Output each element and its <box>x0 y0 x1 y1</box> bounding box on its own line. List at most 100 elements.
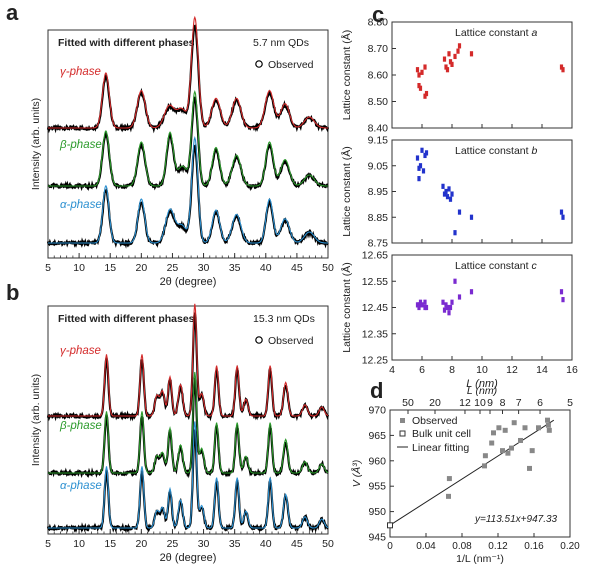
lattice-point-b <box>469 214 474 220</box>
y-tick-label: 945 <box>368 532 386 544</box>
legend-bulk-marker <box>399 430 406 437</box>
y-tick-label: 9.05 <box>368 160 389 172</box>
observed-point <box>511 420 517 426</box>
top-tick-label: 20 <box>429 397 441 409</box>
x-axis-label: L (nm) <box>466 378 498 390</box>
y-tick-label: 12.35 <box>362 328 388 340</box>
x-tick-label: 0 <box>387 541 393 552</box>
legend-fit-label: Linear fitting <box>412 442 469 454</box>
observed-point <box>482 463 487 469</box>
lattice-point-a <box>456 48 460 54</box>
observed-point <box>545 417 550 423</box>
lattice-point-c <box>420 302 424 308</box>
lattice-label-b: Lattice constant b <box>455 145 537 157</box>
y-axis-label: Intensity (arb. units) <box>30 374 42 466</box>
x-tick-label: 45 <box>291 262 303 274</box>
x-tick-label: 16 <box>566 364 578 376</box>
x-tick-label: 30 <box>198 538 210 550</box>
x-axis-label: 1/L (nm⁻¹) <box>456 553 504 565</box>
y-axis-label: Intensity (arb. units) <box>30 98 42 190</box>
phase-label-gamma: γ-phase <box>60 345 101 357</box>
observed-point <box>502 427 508 433</box>
lattice-point-b <box>444 188 448 195</box>
observed-point <box>489 440 495 446</box>
legend-observed-marker <box>400 418 405 423</box>
y-axis-label: Lattice constant (Å) <box>340 30 353 120</box>
observed-point <box>496 425 502 431</box>
x-tick-label: 12 <box>506 364 518 376</box>
lattice-label-var: a <box>531 27 537 39</box>
lattice-point-b <box>561 214 565 220</box>
observed-point <box>491 430 496 436</box>
top-tick-label: 6 <box>537 397 543 409</box>
fit-line <box>389 419 555 526</box>
panel-title: Fitted with different phases <box>58 313 195 325</box>
panel-letter-c: c <box>372 2 384 27</box>
phase-label-alpha: α-phase <box>60 480 102 492</box>
x-axis-label: 2θ (degree) <box>160 552 217 564</box>
lattice-point-b <box>453 230 457 236</box>
x-tick-label: 30 <box>198 262 210 274</box>
lattice-point-a <box>420 69 424 75</box>
lattice-point-a <box>442 56 447 62</box>
lattice-point-a <box>417 83 421 89</box>
y-tick-label: 965 <box>368 430 386 442</box>
lattice-point-b <box>418 163 423 169</box>
x-tick-label: 45 <box>291 538 303 550</box>
lattice-label-var: b <box>531 145 537 157</box>
y-tick-label: 8.95 <box>368 186 389 198</box>
y-tick-label: 8.85 <box>368 212 389 224</box>
lattice-point-a <box>448 59 453 65</box>
x-tick-label: 5 <box>45 262 51 274</box>
observed-point <box>545 422 551 428</box>
x-tick-label: 14 <box>536 364 548 376</box>
x-tick-label: 8 <box>449 364 455 376</box>
x-tick-label: 15 <box>104 262 116 274</box>
fit-equation: y=113.51x+947.33 <box>474 514 558 525</box>
x-tick-label: 50 <box>322 538 334 550</box>
lattice-point-a <box>445 67 450 73</box>
fit-trace-gamma <box>48 15 328 129</box>
x-tick-label: 6 <box>419 364 425 376</box>
lattice-point-a <box>417 72 421 78</box>
lattice-point-c <box>445 304 450 311</box>
lattice-point-c <box>469 289 474 295</box>
observed-point <box>509 445 514 451</box>
x-tick-label: 0.08 <box>452 541 472 552</box>
lattice-point-a <box>453 53 457 60</box>
lattice-point-c <box>418 299 423 305</box>
lattice-point-a <box>418 85 423 91</box>
top-tick-label: 50 <box>402 397 414 409</box>
lattice-point-c <box>417 304 421 311</box>
plot-frame <box>47 305 329 535</box>
panel-letter-b: b <box>6 280 19 305</box>
lattice-label-text: Lattice constant <box>455 145 531 157</box>
lattice-label-var: c <box>531 260 537 272</box>
lattice-point-b <box>445 194 450 200</box>
lattice-point-b <box>559 209 564 215</box>
observed-point <box>500 448 505 454</box>
observed-trace-gamma <box>46 312 330 422</box>
observed-point <box>482 453 488 459</box>
top-tick-label: 9 <box>487 397 493 409</box>
lattice-label-text: Lattice constant <box>455 27 531 39</box>
x-tick-label: 35 <box>229 262 241 274</box>
legend-bulk-label: Bulk unit cell <box>412 428 471 440</box>
observed-point <box>446 476 452 482</box>
lattice-point-c <box>447 310 451 316</box>
top-tick-label: 10 <box>474 397 486 409</box>
fit-trace-beta <box>48 89 328 187</box>
y-tick-label: 960 <box>368 455 386 467</box>
y-tick-label: 8.60 <box>368 70 389 82</box>
size-label: 15.3 nm QDs <box>253 313 315 325</box>
y-tick-label: 8.50 <box>368 96 389 108</box>
lattice-point-b <box>447 186 451 192</box>
lattice-point-c <box>453 278 457 284</box>
lattice-label-text: Lattice constant <box>455 260 531 272</box>
lattice-point-c <box>441 299 445 305</box>
x-tick-label: 0.04 <box>416 541 436 552</box>
observed-point <box>529 448 535 454</box>
x-tick-label: 5 <box>45 538 51 550</box>
y-axis-label: Lattice constant (Å) <box>340 262 353 352</box>
lattice-point-b <box>415 155 420 161</box>
